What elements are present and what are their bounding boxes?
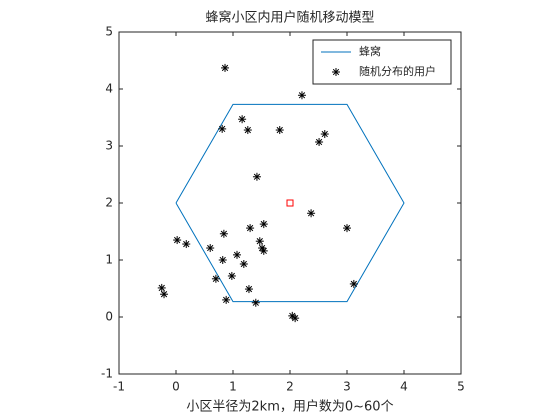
legend-marker bbox=[332, 68, 340, 76]
user-point bbox=[218, 256, 227, 264]
user-point bbox=[227, 271, 236, 280]
asterisk-stroke bbox=[219, 125, 226, 133]
user-point bbox=[246, 224, 255, 233]
user-point bbox=[307, 209, 316, 218]
legend-label: 随机分布的用户 bbox=[359, 64, 436, 78]
x-tick-label: 0 bbox=[172, 380, 180, 394]
legend-box bbox=[312, 39, 452, 85]
asterisk-stroke bbox=[307, 210, 315, 217]
asterisk-stroke bbox=[256, 238, 263, 245]
asterisk-stroke bbox=[315, 138, 323, 146]
user-point bbox=[251, 298, 260, 307]
user-point bbox=[232, 250, 241, 259]
user-point bbox=[218, 124, 227, 133]
asterisk-stroke bbox=[350, 280, 357, 288]
x-tick-label: 2 bbox=[286, 380, 294, 394]
asterisk-stroke bbox=[183, 240, 190, 248]
asterisk-stroke bbox=[223, 296, 230, 304]
user-point bbox=[297, 91, 306, 100]
asterisk-stroke bbox=[246, 224, 254, 232]
user-point bbox=[255, 237, 264, 246]
asterisk-stroke bbox=[244, 126, 251, 134]
x-tick-label: 5 bbox=[457, 380, 465, 394]
y-tick-label: 5 bbox=[105, 25, 113, 39]
hexagon-line bbox=[175, 103, 405, 303]
user-point bbox=[239, 259, 248, 268]
y-tick-label: -1 bbox=[101, 367, 113, 381]
asterisk-stroke bbox=[343, 224, 351, 232]
asterisk-stroke bbox=[240, 260, 247, 268]
y-tick-label: 4 bbox=[105, 82, 113, 96]
x-tick-label: 4 bbox=[400, 380, 408, 394]
asterisk-stroke bbox=[276, 126, 283, 134]
user-point bbox=[182, 240, 191, 249]
user-point bbox=[320, 130, 329, 139]
user-point bbox=[206, 244, 215, 253]
legend-label: 蜂窝 bbox=[359, 44, 381, 58]
asterisk-stroke bbox=[219, 256, 226, 264]
asterisk-stroke bbox=[220, 230, 228, 237]
user-point bbox=[259, 220, 268, 229]
user-point bbox=[343, 224, 351, 233]
asterisk-stroke bbox=[253, 173, 261, 180]
asterisk-stroke bbox=[228, 272, 236, 280]
asterisk-stroke bbox=[233, 251, 241, 259]
asterisk-stroke bbox=[245, 285, 253, 293]
asterisk-stroke bbox=[321, 130, 328, 138]
asterisk-stroke bbox=[291, 314, 299, 322]
x-tick-label: 1 bbox=[229, 380, 237, 394]
asterisk-stroke bbox=[332, 68, 340, 76]
asterisk-stroke bbox=[238, 116, 246, 123]
chart-title: 蜂窝小区内用户随机移动模型 bbox=[205, 10, 374, 26]
asterisk-stroke bbox=[160, 291, 168, 298]
y-tick-label: 3 bbox=[105, 139, 113, 153]
user-point bbox=[291, 314, 300, 323]
user-point bbox=[173, 236, 182, 245]
user-point bbox=[315, 138, 324, 147]
user-point bbox=[222, 295, 231, 304]
x-tick-label: -1 bbox=[113, 380, 125, 394]
x-axis-label: 小区半径为2km，用户数为0~60个 bbox=[186, 399, 393, 415]
asterisk-stroke bbox=[260, 220, 267, 228]
user-point bbox=[157, 283, 166, 292]
asterisk-stroke bbox=[252, 299, 259, 306]
user-point bbox=[160, 290, 169, 299]
asterisk-stroke bbox=[158, 284, 165, 292]
user-point bbox=[275, 126, 284, 135]
asterisk-stroke bbox=[173, 236, 181, 244]
asterisk-stroke bbox=[298, 92, 306, 99]
user-point bbox=[238, 115, 247, 124]
user-point bbox=[349, 279, 358, 288]
user-point bbox=[221, 63, 230, 72]
asterisk-stroke bbox=[207, 244, 214, 252]
user-point bbox=[219, 229, 228, 238]
asterisk-stroke bbox=[221, 64, 229, 72]
user-point bbox=[243, 126, 252, 135]
user-point bbox=[252, 172, 261, 181]
asterisk-stroke bbox=[212, 275, 220, 282]
user-point bbox=[211, 274, 220, 283]
asterisk-stroke bbox=[260, 247, 267, 255]
user-point bbox=[259, 246, 268, 255]
asterisk-stroke bbox=[258, 244, 266, 252]
user-point bbox=[244, 285, 253, 294]
y-tick-label: 1 bbox=[105, 253, 113, 267]
y-tick-label: 0 bbox=[105, 310, 113, 324]
y-tick-label: 2 bbox=[105, 196, 113, 210]
x-tick-label: 3 bbox=[343, 380, 351, 394]
center-marker bbox=[286, 199, 294, 207]
